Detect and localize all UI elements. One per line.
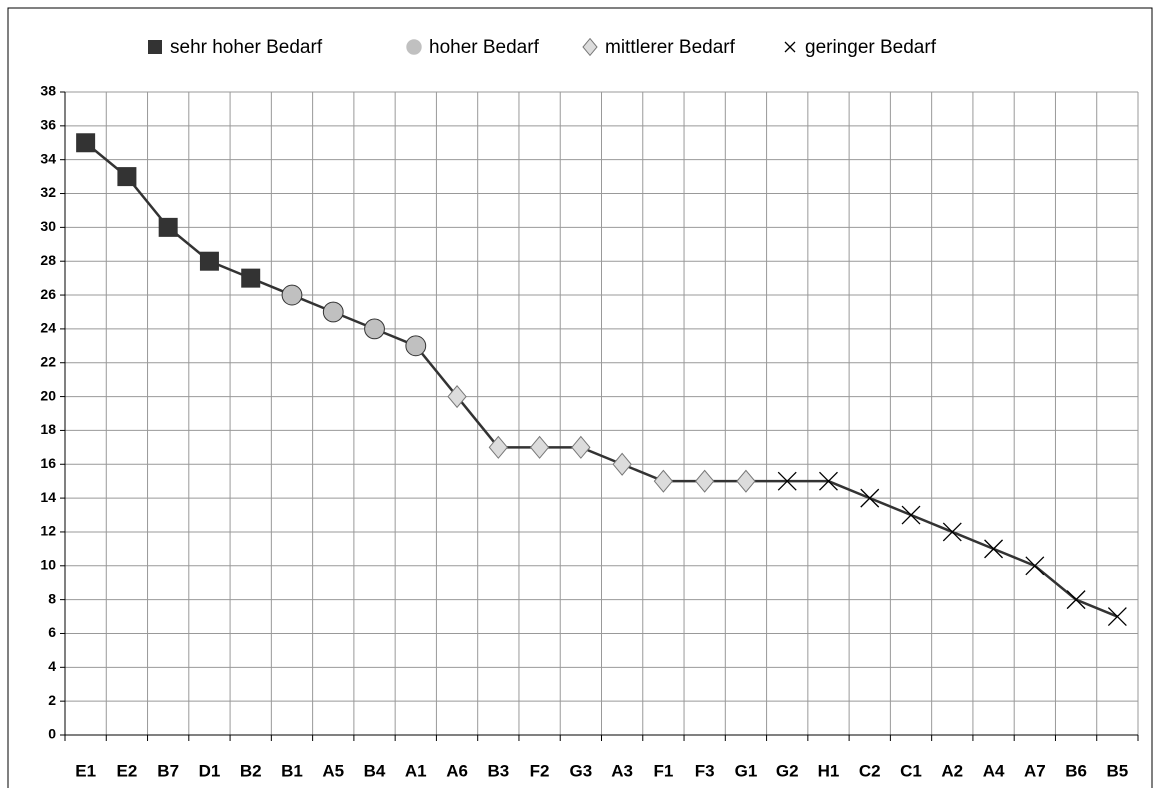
- x-tick-label: A4: [983, 761, 1005, 780]
- y-tick-label: 16: [40, 455, 56, 471]
- marker: [364, 318, 385, 340]
- series-line: [291, 293, 417, 347]
- marker: [612, 452, 632, 476]
- x-tick-label: E2: [117, 761, 138, 780]
- marker: [281, 284, 303, 306]
- legend-marker: [148, 40, 162, 54]
- x-tick-label: G2: [776, 761, 799, 780]
- marker: [76, 133, 96, 153]
- y-tick-label: 38: [40, 83, 56, 99]
- marker: [777, 471, 797, 491]
- marker: [984, 539, 1004, 559]
- legend-label: sehr hoher Bedarf: [170, 37, 323, 58]
- x-tick-label: G1: [735, 761, 758, 780]
- marker: [819, 471, 838, 491]
- marker: [1066, 590, 1086, 610]
- marker: [942, 522, 962, 542]
- y-tick-label: 22: [40, 353, 56, 369]
- x-tick-label: B2: [240, 761, 262, 780]
- y-tick-label: 14: [40, 489, 56, 505]
- marker: [158, 217, 178, 237]
- x-tick-label: B5: [1106, 761, 1128, 780]
- y-tick-label: 28: [40, 252, 56, 268]
- marker: [405, 335, 427, 357]
- x-tick-label: H1: [818, 761, 840, 780]
- y-tick-label: 2: [48, 692, 56, 708]
- x-tick-label: B1: [281, 761, 303, 780]
- legend-label: geringer Bedarf: [805, 37, 937, 58]
- y-tick-label: 34: [40, 150, 56, 166]
- marker: [1025, 556, 1045, 576]
- y-tick-label: 6: [48, 624, 56, 640]
- x-tick-label: G3: [570, 761, 593, 780]
- y-tick-label: 4: [48, 658, 56, 674]
- x-tick-label: F3: [695, 761, 715, 780]
- legend-marker: [582, 37, 598, 57]
- marker: [117, 167, 137, 187]
- marker: [860, 488, 880, 508]
- x-tick-label: B3: [487, 761, 509, 780]
- x-tick-label: A7: [1024, 761, 1046, 780]
- x-tick-label: E1: [75, 761, 96, 780]
- legend-marker: [784, 41, 796, 53]
- x-tick-label: A6: [446, 761, 468, 780]
- y-tick-label: 0: [48, 726, 56, 742]
- marker: [571, 435, 591, 459]
- x-tick-label: F1: [653, 761, 673, 780]
- x-tick-label: A2: [941, 761, 963, 780]
- marker: [736, 469, 756, 493]
- marker: [529, 435, 550, 459]
- chart-frame: [7, 7, 1153, 788]
- marker: [199, 251, 219, 271]
- y-tick-label: 30: [40, 218, 56, 234]
- x-tick-label: C2: [859, 761, 881, 780]
- x-tick-label: C1: [900, 761, 922, 780]
- x-tick-label: D1: [199, 761, 221, 780]
- marker: [447, 384, 467, 409]
- legend-label: hoher Bedarf: [429, 37, 540, 58]
- marker: [653, 469, 674, 493]
- x-tick-label: B6: [1065, 761, 1087, 780]
- marker: [241, 268, 261, 288]
- legend-marker: [406, 39, 422, 55]
- y-tick-label: 32: [40, 184, 56, 200]
- legend-label: mittlerer Bedarf: [605, 37, 736, 58]
- series-join: [414, 345, 459, 398]
- y-tick-label: 18: [40, 421, 56, 437]
- x-tick-label: A3: [611, 761, 633, 780]
- x-tick-label: F2: [530, 761, 550, 780]
- y-tick-label: 26: [40, 286, 56, 302]
- y-tick-label: 20: [40, 387, 56, 403]
- marker: [488, 435, 508, 459]
- marker: [1107, 607, 1127, 627]
- y-tick-label: 8: [48, 590, 56, 606]
- y-tick-label: 12: [40, 523, 56, 539]
- y-tick-label: 24: [40, 320, 56, 336]
- y-tick-label: 10: [40, 556, 56, 572]
- marker: [695, 469, 715, 493]
- marker: [901, 505, 921, 525]
- x-tick-label: B4: [364, 761, 386, 780]
- marker: [322, 301, 344, 323]
- x-tick-label: B7: [157, 761, 179, 780]
- y-tick-label: 36: [40, 117, 56, 133]
- x-tick-label: A5: [322, 761, 344, 780]
- x-tick-label: A1: [405, 761, 427, 780]
